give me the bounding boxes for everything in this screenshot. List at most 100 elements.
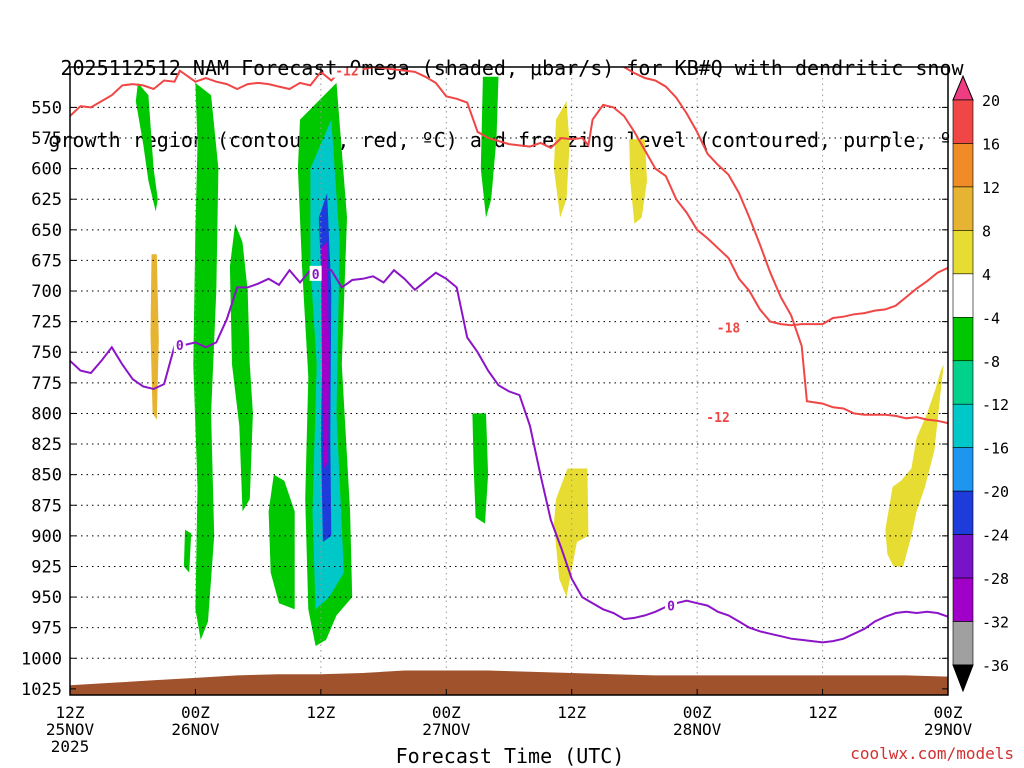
x-tick-label-time: 12Z [557,703,586,722]
omega-region-yellow_d [885,364,944,567]
dendritic-contour-label: -12 [706,411,729,426]
freezing-contour-label: 0 [667,600,675,615]
y-tick-label: 625 [31,190,62,210]
omega-region-yellow_c [629,139,647,224]
dendritic-contour-label: -18 [717,322,741,337]
chart-title: 2025112512 NAM Forecast Omega (shaded, μ… [0,8,1024,200]
y-tick-label: 975 [31,619,62,639]
y-tick-label: 600 [31,160,62,180]
x-tick-label-time: 00Z [934,703,963,722]
colorbar-label: 16 [982,135,1000,153]
colorbar-segment [952,230,974,275]
omega-region-yellow_b [553,101,570,218]
x-tick-label-time: 00Z [181,703,210,722]
omega-region-yellow_a [553,468,589,598]
dendritic-label-bg [702,409,734,425]
y-tick-label: 825 [31,435,62,455]
colorbar-label: -4 [982,309,1000,327]
contour-dendritic_-12_lower [623,67,948,425]
colorbar-label: -36 [982,657,1009,675]
plot-frame [69,66,949,696]
y-tick-label: 575 [31,129,62,149]
x-tick-label-date: 29NOV [924,720,973,739]
colorbar-segment [952,186,974,231]
colorbar-label: 4 [982,266,991,284]
plot-area: -12 -18 -12 0 0 0 [70,65,948,695]
colorbar-label: -32 [982,614,1009,632]
x-tick-label-time: 12Z [808,703,837,722]
colorbar-label: -8 [982,353,1000,371]
terrain-surface [70,670,948,695]
colorbar-bottom-arrow [952,664,974,693]
colorbar-label: 20 [982,92,1000,110]
site-credit[interactable]: coolwx.com/models [850,744,1014,763]
y-tick-label: 650 [31,221,62,241]
y-tick-label: 675 [31,251,62,271]
omega-region-green_b [193,82,219,640]
y-tick-label: 875 [31,496,62,516]
contour-freezing_0 [70,266,948,644]
colorbar-segment [952,447,974,492]
freezing-label-bg [665,597,678,613]
y-tick-label: 800 [31,404,62,424]
freezing-label-bg [309,265,322,281]
x-tick-label-time: 12Z [306,703,335,722]
colorbar-segment [952,577,974,622]
y-tick-label: 900 [31,527,62,547]
x-tick-label-date: 26NOV [171,720,220,739]
y-tick-label: 550 [31,98,62,118]
colorbar-segment [952,273,974,318]
y-tick-label: 775 [31,374,62,394]
x-tick-label-time: 00Z [683,703,712,722]
freezing-label-bg [173,336,186,352]
omega-region-green_d [268,474,295,610]
omega-region-green_h [183,529,192,573]
colorbar-segment [952,143,974,188]
y-tick-label: 1025 [21,680,62,700]
y-tick-label: 950 [31,588,62,608]
colorbar-segment [952,99,974,144]
colorbar-top-arrow [952,74,974,101]
x-tick-label-date: 27NOV [422,720,471,739]
dendritic-label-bg [331,67,363,78]
omega-region-green_a [135,82,158,212]
x-tick-label-time: 00Z [432,703,461,722]
colorbar-segment [952,317,974,362]
dendritic-label-bg [713,319,744,335]
x-axis-label: Forecast Time (UTC) [395,744,625,768]
colorbar-label: 12 [982,179,1000,197]
dendritic-contour-label: -12 [335,65,358,80]
x-tick-label-date: 25NOV [46,720,95,739]
colorbar-segment [952,534,974,579]
colorbar-label: -24 [982,527,1009,545]
omega-region-green_c [229,223,253,512]
colorbar-label: -28 [982,570,1009,588]
omega-region-orange_a [150,254,159,420]
colorbar: 20 16 12 8 4 -4 -8 -12 -16 -20 -24 -28 -32 -36 [952,74,1009,693]
colorbar-label: -20 [982,483,1009,501]
y-tick-label: 750 [31,343,62,363]
colorbar-label: -16 [982,440,1009,458]
contour-dendritic_-12_upper [70,67,948,327]
x-tick-label-year: 2025 [51,737,90,756]
omega-region-green_f [480,76,499,218]
colorbar-segment [952,403,974,448]
title-line-1: 2025112512 NAM Forecast Omega (shaded, μ… [60,56,964,80]
y-tick-label: 1000 [21,649,62,669]
colorbar-segment [952,360,974,405]
colorbar-segment [952,490,974,535]
omega-region-green_g [472,413,489,524]
omega-region-purple_e [320,242,330,469]
colorbar-label: 8 [982,222,991,240]
colorbar-segment [952,621,974,666]
y-tick-label: 725 [31,313,62,333]
y-tick-label: 700 [31,282,62,302]
y-tick-label: 850 [31,466,62,486]
x-tick-label-time: 12Z [56,703,85,722]
colorbar-label: -12 [982,396,1009,414]
x-tick-label-date: 28NOV [673,720,722,739]
freezing-contour-label: 0 [176,339,184,354]
y-tick-label: 925 [31,557,62,577]
